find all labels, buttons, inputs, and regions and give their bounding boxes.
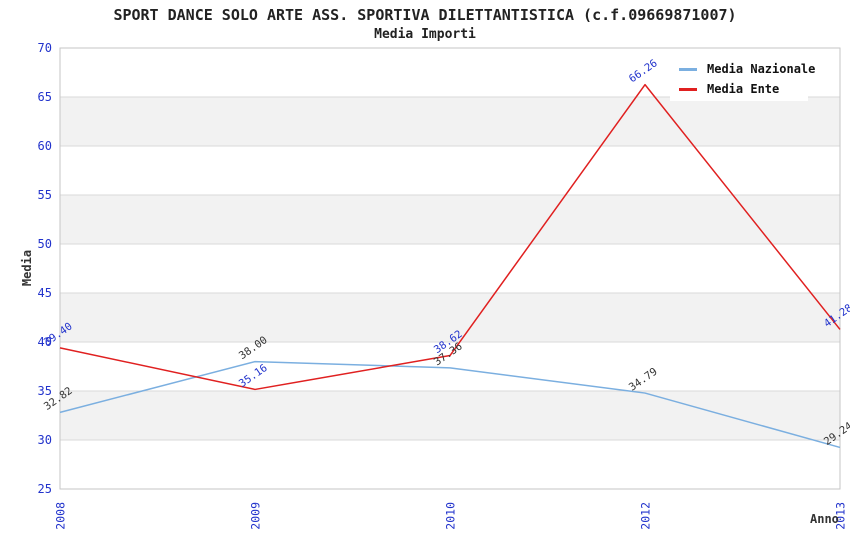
legend-item-media-ente: Media Ente	[670, 79, 808, 99]
legend-box: Media Nazionale Media Ente	[670, 57, 815, 101]
svg-text:2008: 2008	[54, 502, 68, 530]
svg-text:66.26: 66.26	[627, 57, 660, 85]
svg-text:45: 45	[38, 286, 52, 300]
x-axis-title: Anno	[810, 512, 839, 526]
svg-text:34.79: 34.79	[627, 366, 660, 394]
svg-text:2010: 2010	[444, 502, 458, 530]
svg-text:55: 55	[38, 188, 52, 202]
svg-text:40: 40	[38, 335, 52, 349]
svg-text:35.16: 35.16	[237, 362, 270, 390]
x-axis-tick-labels: 2008 2009 2010 2012 2013	[54, 502, 848, 530]
y-axis-title: Media	[20, 249, 34, 287]
svg-text:2009: 2009	[249, 502, 263, 530]
svg-text:2012: 2012	[639, 502, 653, 530]
svg-text:50: 50	[38, 237, 52, 251]
y-axis-tick-labels: 25 30 35 40 45 50 55 60 65 70	[38, 41, 52, 496]
svg-text:25: 25	[38, 482, 52, 496]
legend-label-media-ente: Media Ente	[707, 82, 780, 96]
background-band-layer	[60, 97, 840, 440]
svg-text:70: 70	[38, 41, 52, 55]
svg-text:60: 60	[38, 139, 52, 153]
legend-swatch-media-ente-icon	[679, 87, 697, 91]
legend-label-media-nazionale: Media Nazionale	[707, 62, 816, 76]
legend-swatch-media-nazionale-icon	[679, 67, 697, 71]
plot-border	[59, 47, 841, 490]
legend-item-media-nazionale: Media Nazionale	[670, 59, 815, 79]
svg-text:65: 65	[38, 90, 52, 104]
svg-text:2013: 2013	[834, 502, 848, 530]
svg-text:35: 35	[38, 384, 52, 398]
svg-text:30: 30	[38, 433, 52, 447]
chart-title: SPORT DANCE SOLO ARTE ASS. SPORTIVA DILE…	[113, 6, 737, 24]
chart-subtitle: Media Importi	[374, 27, 476, 42]
series-line-layer	[59, 83, 841, 449]
